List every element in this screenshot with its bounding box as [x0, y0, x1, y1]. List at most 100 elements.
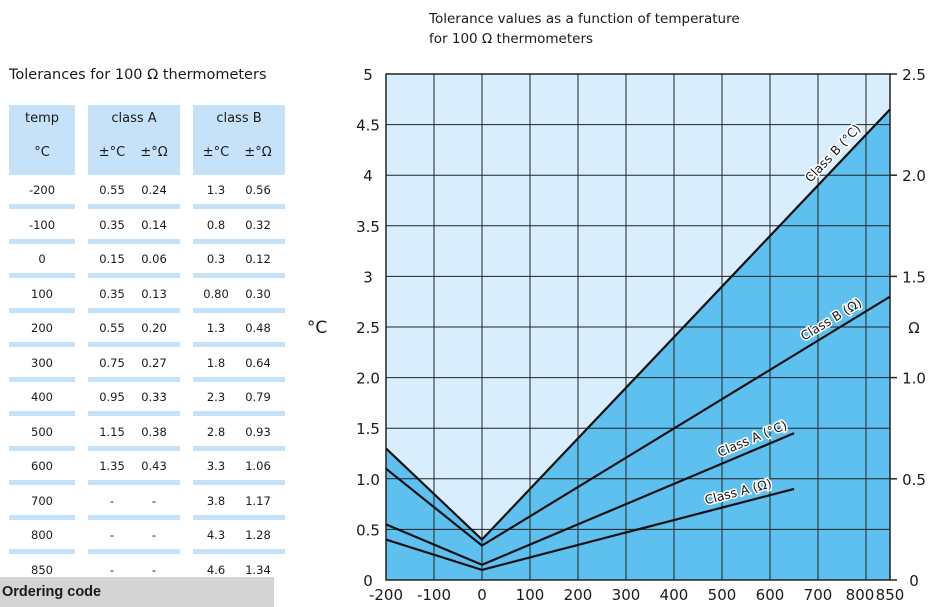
- x-tick-label: 300: [612, 586, 641, 604]
- temp-cell: -200: [28, 183, 56, 197]
- x-tick-label: 0: [477, 586, 487, 604]
- temp-cell: 200: [31, 321, 53, 335]
- temp-cell: 0: [38, 252, 46, 266]
- row-separator: [88, 204, 180, 209]
- y-axis-label: °C: [307, 318, 327, 338]
- row-separator: [88, 376, 180, 382]
- table-title: Tolerances for 100 Ω thermometers: [9, 67, 267, 83]
- y-tick-label: 1.5: [356, 420, 380, 438]
- class-b-deg-cell: 2.8: [206, 424, 226, 439]
- row-separator: [88, 342, 180, 347]
- class-b-ohm-cell: 1.34: [245, 562, 271, 577]
- y-tick-label: 1.0: [356, 471, 380, 489]
- row-separator: [193, 307, 285, 313]
- class-a-ohm-cell: 0.43: [141, 459, 167, 473]
- y2-tick-label: 1.0: [902, 370, 926, 388]
- class-b-ohm-line: [385, 295, 891, 547]
- row-separator: [9, 342, 75, 347]
- row-separator: [9, 238, 75, 244]
- class-a-ohm-cell: 0.38: [141, 424, 167, 439]
- class-b-deg-cell: 2.3: [206, 390, 226, 404]
- class-a-ohm-cell: 0.33: [141, 390, 167, 404]
- y-tick-label: 2.0: [356, 370, 380, 388]
- x-tick-label: 200: [564, 586, 593, 604]
- class-a-ohm-cell: 0.20: [141, 321, 167, 335]
- class-a-ohm-cell: 0.06: [141, 252, 167, 266]
- class-b-deg-cell: 0.8: [206, 217, 226, 232]
- class-a-deg-cell: 0.35: [99, 286, 125, 301]
- temp-cell: 700: [31, 493, 53, 508]
- row-separator: [193, 376, 285, 382]
- temp-cell: 800: [31, 528, 53, 542]
- class-b-ohm-cell: 0.48: [245, 321, 271, 335]
- class-b-deg-cell: 1.3: [206, 321, 226, 335]
- y-tick-label: 0.5: [356, 521, 380, 539]
- class-b-deg-cell: 0.80: [203, 286, 229, 301]
- row-separator: [193, 273, 285, 278]
- y-tick-label: 4.5: [356, 117, 380, 135]
- row-separator: [193, 480, 285, 485]
- x-tick-label: 850: [876, 586, 905, 604]
- class-a-deg-header: ±°C: [98, 145, 126, 160]
- row-separator: [193, 238, 285, 244]
- class-a-ohm-cell: 0.27: [141, 355, 167, 370]
- class-a-deg-cell: 1.35: [99, 459, 125, 473]
- class-a-ohm-header: ±°Ω: [140, 145, 168, 160]
- temp-cell: 500: [31, 424, 53, 439]
- row-separator: [193, 445, 285, 451]
- class-b-ohm-cell: 0.93: [245, 424, 271, 439]
- row-separator: [9, 273, 75, 278]
- class-b-deg-header: ±°C: [202, 145, 230, 160]
- class-a-deg-cell: 0.75: [99, 355, 125, 370]
- class-b-deg-cell: 0.3: [206, 252, 226, 266]
- row-separator: [9, 411, 75, 416]
- row-separator: [9, 307, 75, 313]
- temp-cell: 300: [31, 355, 53, 370]
- class-a-ohm-cell: -: [151, 493, 157, 508]
- class-b-ohm-cell: 1.17: [245, 493, 271, 508]
- ordering-code-bar: Ordering code: [0, 577, 274, 607]
- class-a-header-box: [88, 105, 180, 175]
- class-b-ohm-cell: 0.64: [245, 355, 271, 370]
- class-b-deg-cell: 3.3: [206, 459, 226, 473]
- class-a-deg-cell: 0.55: [99, 183, 125, 197]
- x-tick-label: 100: [516, 586, 545, 604]
- y-tick-label: 5: [363, 66, 373, 84]
- class-b-celsius-line: [385, 108, 891, 542]
- y-tick-label: 3.5: [356, 218, 380, 236]
- row-separator: [88, 549, 180, 554]
- class-b-ohm-cell: 0.32: [245, 217, 271, 232]
- class-b-deg-cell: 1.8: [206, 355, 226, 370]
- y-tick-label: 4: [363, 167, 373, 185]
- class-a-deg-cell: 0.55: [99, 321, 125, 335]
- class-a-celsius-line: [385, 432, 795, 567]
- tolerance-area: [386, 109, 890, 581]
- class-b-ohm-header: ±°Ω: [244, 145, 272, 160]
- x-tick-label: 600: [756, 586, 785, 604]
- row-separator: [9, 204, 75, 209]
- temp-cell: 400: [31, 390, 53, 404]
- class-a-deg-cell: -: [109, 528, 115, 542]
- x-tick-label: 400: [660, 586, 689, 604]
- temp-cell: 100: [31, 286, 53, 301]
- y2-tick-label: 2.5: [902, 66, 926, 84]
- temp-header-box: [9, 105, 75, 175]
- row-separator: [88, 445, 180, 451]
- class-a-ohm-line: [385, 487, 795, 572]
- class-a-deg-cell: 0.95: [99, 390, 125, 404]
- class-a-ohm-cell: 0.24: [141, 183, 167, 197]
- row-separator: [193, 549, 285, 554]
- class-a-deg-cell: 1.15: [99, 424, 125, 439]
- x-tick-label: -100: [417, 586, 451, 604]
- row-separator: [9, 549, 75, 554]
- row-separator: [88, 514, 180, 520]
- class-b-deg-cell: 1.3: [206, 183, 226, 197]
- row-separator: [88, 238, 180, 244]
- class-b-ohm-cell: 0.56: [245, 183, 271, 197]
- row-separator: [193, 411, 285, 416]
- class-b-ohm-cell: 1.06: [245, 459, 271, 473]
- y2-tick-label: 1.5: [902, 268, 926, 286]
- class-b-ohm-cell: 1.28: [245, 528, 271, 542]
- row-separator: [88, 273, 180, 278]
- row-separator: [88, 480, 180, 485]
